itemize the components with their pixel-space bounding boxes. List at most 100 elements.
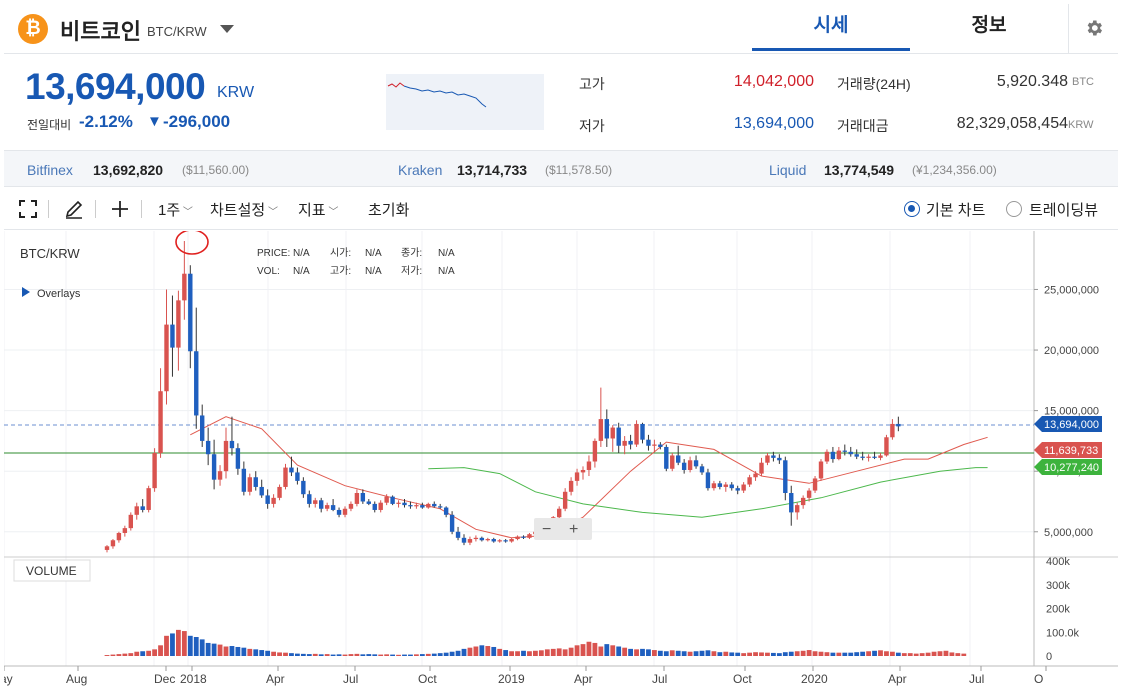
info-open-label: 시가: xyxy=(330,247,351,259)
candlesticks xyxy=(104,241,901,553)
candle xyxy=(896,416,901,432)
candle xyxy=(283,463,288,490)
change-amount: -296,000 xyxy=(163,112,231,131)
period-dropdown[interactable]: 1주 ﹀ xyxy=(158,199,193,220)
overlays-toggle-icon[interactable] xyxy=(22,287,30,297)
zoom-in-button[interactable]: + xyxy=(569,521,578,538)
zoom-out-button[interactable]: − xyxy=(542,521,551,538)
volume-bar xyxy=(503,650,509,656)
chevron-down-icon[interactable] xyxy=(220,25,234,33)
x-tick-label: Jul xyxy=(969,672,984,686)
reset-button[interactable]: 초기화 xyxy=(368,202,410,219)
candle xyxy=(812,476,818,493)
volume-bar xyxy=(771,652,776,656)
volume-bar xyxy=(729,652,735,656)
chart-pair-label: BTC/KRW xyxy=(20,246,80,261)
high-value: 14,042,000 xyxy=(733,73,814,90)
volume-bar xyxy=(895,652,901,656)
volume-bar xyxy=(901,653,907,656)
indicators-dropdown[interactable]: 지표 ﹀ xyxy=(298,199,338,220)
exchange-name[interactable]: Liquid xyxy=(769,162,807,178)
plus-icon[interactable] xyxy=(110,199,130,224)
low-value: 13,694,000 xyxy=(733,115,814,132)
pencil-icon[interactable] xyxy=(64,199,84,224)
candle xyxy=(432,501,437,508)
info-low-value: N/A xyxy=(438,266,455,277)
candle xyxy=(592,438,598,468)
tab-info[interactable]: 정보 xyxy=(971,15,1007,36)
info-price-label: PRICE: xyxy=(257,248,290,259)
volume-bar xyxy=(753,652,758,656)
volume-bar xyxy=(289,653,294,656)
volume-bar xyxy=(342,654,348,656)
exchange-krw-price: 13,714,733 xyxy=(457,162,528,178)
exchange-name[interactable]: Kraken xyxy=(398,162,443,178)
volume-bars xyxy=(104,629,967,656)
volume-bar xyxy=(419,654,425,656)
volume-panel-label: VOLUME xyxy=(26,564,77,578)
fullscreen-icon[interactable] xyxy=(19,200,37,223)
volume-tick-label: 400k xyxy=(1046,556,1070,568)
candle xyxy=(277,484,282,501)
volume-panel-label-box xyxy=(13,559,91,582)
candle xyxy=(241,461,247,496)
toolbar-divider xyxy=(95,200,96,218)
candle xyxy=(205,427,211,466)
info-high-value: N/A xyxy=(365,266,382,277)
low-label: 저가 xyxy=(579,118,605,134)
candle xyxy=(200,404,205,447)
coin-name[interactable]: 비트코인 xyxy=(60,19,141,44)
volume-bar xyxy=(550,648,556,656)
basic-chart-label[interactable]: 기본 차트 xyxy=(926,202,986,219)
volume-bar xyxy=(663,651,669,656)
volume-bar xyxy=(271,651,276,656)
ma-line-red xyxy=(190,416,988,539)
volume-bar xyxy=(628,648,633,656)
chart-settings-dropdown[interactable]: 차트설정 ﹀ xyxy=(210,199,278,220)
volume-bar xyxy=(723,651,729,656)
basic-chart-radio[interactable] xyxy=(904,201,920,217)
chart-canvas[interactable]: 25,000,00020,000,00015,000,00010,000,000… xyxy=(4,231,1118,699)
x-tick-label: O xyxy=(1034,672,1043,686)
candle xyxy=(795,502,800,520)
info-close-label: 종가: xyxy=(401,247,422,259)
annotation-circle xyxy=(175,231,209,255)
price-unit: KRW xyxy=(217,84,255,101)
volume-bar xyxy=(788,651,794,656)
settings-button[interactable] xyxy=(1068,4,1118,53)
candle xyxy=(789,485,794,526)
tradingview-radio[interactable] xyxy=(1006,201,1022,217)
tab-market[interactable]: 시세 xyxy=(752,4,910,51)
zoom-controls xyxy=(534,518,592,540)
exchange-name[interactable]: Bitfinex xyxy=(27,162,73,178)
candle xyxy=(211,439,217,490)
candle xyxy=(366,499,371,506)
candle xyxy=(104,545,110,553)
volume-bar xyxy=(122,653,128,656)
volume-bar xyxy=(765,652,770,656)
candle xyxy=(574,468,580,486)
candle xyxy=(800,495,806,509)
candle xyxy=(259,479,264,498)
candle xyxy=(842,444,847,456)
volume-bar xyxy=(836,652,842,656)
coin-pair[interactable]: BTC/KRW xyxy=(147,24,207,39)
volume-bar xyxy=(824,652,830,656)
candle xyxy=(628,434,633,450)
price-chart[interactable]: 25,000,00020,000,00015,000,00010,000,000… xyxy=(4,231,1118,699)
candle xyxy=(557,506,562,520)
info-vol-value: N/A xyxy=(293,266,310,277)
volume-bar xyxy=(515,651,520,656)
volume-bar xyxy=(235,646,241,656)
candle xyxy=(562,488,568,512)
volume-bar xyxy=(449,651,455,656)
y-tick-label: 5,000,000 xyxy=(1044,527,1093,539)
tradingview-label[interactable]: 트레이딩뷰 xyxy=(1029,202,1099,219)
volume-bar xyxy=(306,654,312,656)
x-tick-label: 2018 xyxy=(180,672,207,686)
volume-unit: BTC xyxy=(1072,76,1094,88)
toolbar-divider xyxy=(141,200,142,218)
overlays-toggle[interactable]: Overlays xyxy=(37,288,81,300)
candle xyxy=(586,455,592,477)
y-tick-label: 15,000,000 xyxy=(1044,406,1099,418)
